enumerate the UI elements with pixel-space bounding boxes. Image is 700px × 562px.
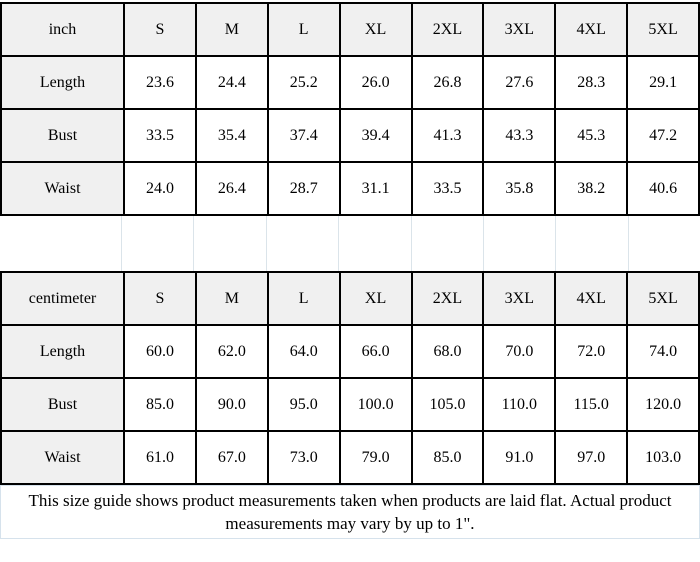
row-label-cell: Waist [0, 430, 125, 485]
table-row: Bust 33.5 35.4 37.4 39.4 41.3 43.3 45.3 47.2 [0, 108, 700, 163]
value-cell: 103.0 [626, 430, 700, 485]
value-cell: 115.0 [554, 377, 629, 432]
size-header-row: centimeter S M L XL 2XL 3XL 4XL 5XL [0, 271, 700, 326]
unit-label-cell: inch [0, 2, 125, 57]
value-cell: 64.0 [266, 324, 341, 379]
table-row: Bust 85.0 90.0 95.0 100.0 105.0 110.0 115.0 120.… [0, 377, 700, 432]
value-cell: 85.0 [410, 430, 485, 485]
size-header-cell: L [266, 271, 341, 326]
spacer-cell [484, 216, 557, 271]
value-cell: 29.1 [626, 55, 700, 110]
value-cell: 43.3 [482, 108, 557, 163]
value-cell: 67.0 [194, 430, 269, 485]
note-line-1: This size guide shows product measuremen… [28, 491, 672, 510]
value-cell: 120.0 [626, 377, 700, 432]
row-label-cell: Waist [0, 161, 125, 216]
size-header-cell: 3XL [482, 2, 557, 57]
value-cell: 62.0 [194, 324, 269, 379]
table-row: Waist 24.0 26.4 28.7 31.1 33.5 35.8 38.2 40.6 [0, 161, 700, 216]
value-cell: 91.0 [482, 430, 557, 485]
size-header-cell: M [194, 2, 269, 57]
value-cell: 60.0 [123, 324, 197, 379]
value-cell: 68.0 [410, 324, 485, 379]
value-cell: 39.4 [338, 108, 413, 163]
value-cell: 25.2 [266, 55, 341, 110]
value-cell: 45.3 [554, 108, 629, 163]
size-header-cell: S [123, 271, 197, 326]
value-cell: 26.4 [194, 161, 269, 216]
note-line-2: measurements may vary by up to 1". [225, 514, 475, 533]
spacer-cell [339, 216, 412, 271]
size-header-cell: 3XL [482, 271, 557, 326]
value-cell: 26.8 [410, 55, 485, 110]
value-cell: 27.6 [482, 55, 557, 110]
size-header-cell: XL [338, 271, 413, 326]
centimeter-size-table: centimeter S M L XL 2XL 3XL 4XL 5XL Length 60.0 62.… [0, 271, 700, 485]
row-label-cell: Bust [0, 108, 125, 163]
table-row: Length 23.6 24.4 25.2 26.0 26.8 27.6 28.3 29.1 [0, 55, 700, 110]
value-cell: 24.4 [194, 55, 269, 110]
row-label-cell: Length [0, 324, 125, 379]
spacer-cell [412, 216, 484, 271]
table-spacer [0, 216, 700, 271]
value-cell: 37.4 [266, 108, 341, 163]
spacer-cell [629, 216, 700, 271]
size-header-row: inch S M L XL 2XL 3XL 4XL 5XL [0, 2, 700, 57]
value-cell: 90.0 [194, 377, 269, 432]
value-cell: 33.5 [410, 161, 485, 216]
value-cell: 95.0 [266, 377, 341, 432]
value-cell: 66.0 [338, 324, 413, 379]
value-cell: 41.3 [410, 108, 485, 163]
value-cell: 35.4 [194, 108, 269, 163]
spacer-cell [122, 216, 195, 271]
size-guide: inch S M L XL 2XL 3XL 4XL 5XL Length 23.6 24.4 25.2 2… [0, 2, 700, 539]
value-cell: 35.8 [482, 161, 557, 216]
value-cell: 105.0 [410, 377, 485, 432]
size-header-cell: 5XL [626, 2, 700, 57]
size-header-cell: 2XL [410, 2, 485, 57]
value-cell: 28.3 [554, 55, 629, 110]
spacer-cell [0, 216, 122, 271]
value-cell: 47.2 [626, 108, 700, 163]
value-cell: 28.7 [266, 161, 341, 216]
centimeter-table-slot: centimeter S M L XL 2XL 3XL 4XL 5XL Length 60.0 62.… [0, 271, 700, 485]
inch-table-slot: inch S M L XL 2XL 3XL 4XL 5XL Length 23.6 24.4 25.2 2… [0, 2, 700, 216]
value-cell: 97.0 [554, 430, 629, 485]
value-cell: 38.2 [554, 161, 629, 216]
value-cell: 24.0 [123, 161, 197, 216]
size-header-cell: 4XL [554, 271, 629, 326]
spacer-cell [267, 216, 340, 271]
size-header-cell: M [194, 271, 269, 326]
value-cell: 74.0 [626, 324, 700, 379]
size-header-cell: 2XL [410, 271, 485, 326]
size-guide-note: This size guide shows product measuremen… [0, 485, 700, 539]
size-header-cell: XL [338, 2, 413, 57]
row-label-cell: Length [0, 55, 125, 110]
value-cell: 23.6 [123, 55, 197, 110]
size-header-cell: 5XL [626, 271, 700, 326]
value-cell: 72.0 [554, 324, 629, 379]
spacer-cell [556, 216, 629, 271]
value-cell: 73.0 [266, 430, 341, 485]
table-row: Waist 61.0 67.0 73.0 79.0 85.0 91.0 97.0 103.0 [0, 430, 700, 485]
inch-size-table: inch S M L XL 2XL 3XL 4XL 5XL Length 23.6 24.4 25.2 2… [0, 2, 700, 216]
value-cell: 79.0 [338, 430, 413, 485]
size-header-cell: S [123, 2, 197, 57]
table-row: Length 60.0 62.0 64.0 66.0 68.0 70.0 72.0 74.0 [0, 324, 700, 379]
size-header-cell: L [266, 2, 341, 57]
unit-label-cell: centimeter [0, 271, 125, 326]
value-cell: 40.6 [626, 161, 700, 216]
value-cell: 110.0 [482, 377, 557, 432]
row-label-cell: Bust [0, 377, 125, 432]
value-cell: 100.0 [338, 377, 413, 432]
value-cell: 85.0 [123, 377, 197, 432]
value-cell: 61.0 [123, 430, 197, 485]
value-cell: 33.5 [123, 108, 197, 163]
value-cell: 26.0 [338, 55, 413, 110]
size-header-cell: 4XL [554, 2, 629, 57]
value-cell: 31.1 [338, 161, 413, 216]
spacer-cell [194, 216, 267, 271]
value-cell: 70.0 [482, 324, 557, 379]
